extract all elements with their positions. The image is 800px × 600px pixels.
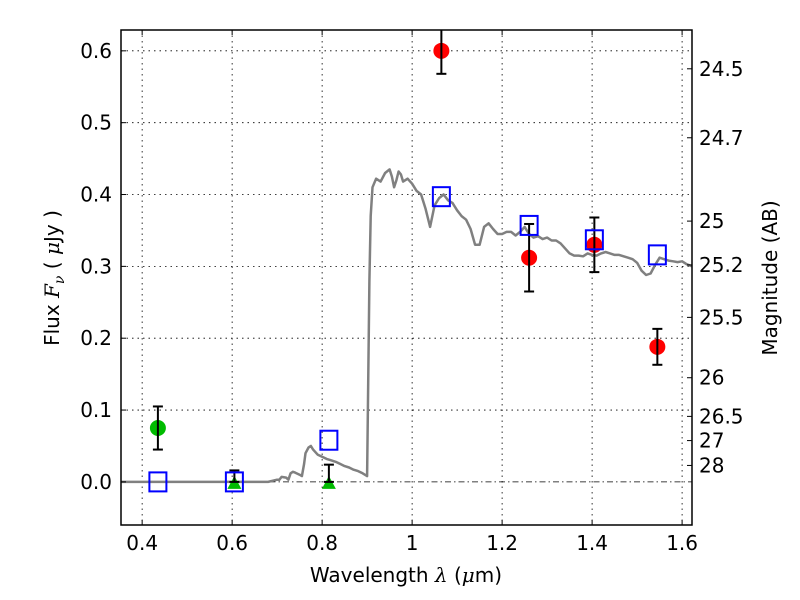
model-photometry-square: [431, 186, 451, 208]
right-tick-label: 27: [699, 429, 724, 453]
model-photometry-square: [647, 244, 667, 266]
x-tick-label: 0.6: [216, 531, 248, 555]
right-tick-label: 25.2: [699, 253, 744, 277]
right-tick-label: 25.5: [699, 305, 744, 329]
x-tick-label: 1.6: [666, 531, 698, 555]
ticks: 0.4 0.6 0.8 1 1.2 1.4 1.6 0.0 0.1 0.2 0.3 0.4 0.5 0.6…: [80, 30, 744, 555]
x-tick-label: 0.8: [306, 531, 338, 555]
plot-content: [121, 30, 692, 493]
model-photometry-square: [224, 471, 244, 493]
right-axis-label: Magnitude (AB): [758, 200, 782, 355]
y-tick-label: 0.0: [80, 470, 112, 494]
right-tick-label: 26.5: [699, 404, 744, 428]
y-tick-label: 0.3: [80, 254, 112, 278]
y-tick-label: 0.4: [80, 183, 112, 207]
y-tick-label: 0.6: [80, 39, 112, 63]
x-tick-label: 1.2: [486, 531, 518, 555]
right-tick-label: 26: [699, 366, 724, 390]
x-tick-label: 1: [406, 531, 419, 555]
y-axis-label: Flux Fν ( μJy ): [40, 210, 68, 346]
right-tick-label: 24.5: [699, 57, 744, 81]
x-axis-label: Wavelength λ (μm): [310, 563, 502, 587]
y-tick-label: 0.1: [80, 398, 112, 422]
axes-frame: [120, 29, 693, 526]
x-tick-label: 1.4: [576, 531, 608, 555]
right-tick-label: 25: [699, 209, 724, 233]
y-tick-label: 0.2: [80, 326, 112, 350]
model-photometry-square: [319, 429, 339, 451]
model-photometry-square: [148, 471, 168, 493]
grid: [121, 30, 692, 525]
x-tick-label: 0.4: [126, 531, 158, 555]
right-tick-label: 28: [699, 453, 724, 477]
y-tick-label: 0.5: [80, 111, 112, 135]
model-photometry-square: [519, 214, 539, 236]
model-photometry-square: [584, 229, 604, 251]
right-tick-label: 24.7: [699, 126, 744, 150]
plot-series: [121, 30, 692, 493]
